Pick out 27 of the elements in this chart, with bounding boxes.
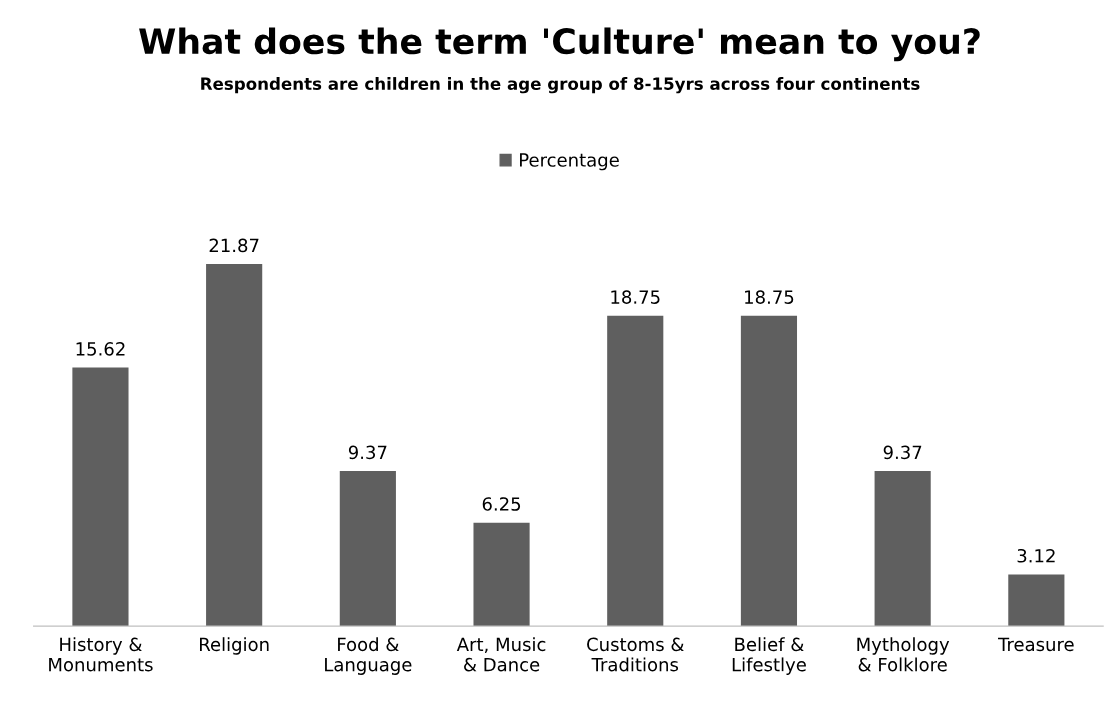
x-tick-label: Treasure xyxy=(998,637,1074,652)
bar xyxy=(206,264,263,627)
data-label: 9.37 xyxy=(883,445,922,460)
bar xyxy=(1008,574,1065,627)
data-label: 21.87 xyxy=(209,238,259,253)
x-tick-label: Mythology & Folklore xyxy=(857,637,950,672)
data-label: 18.75 xyxy=(745,290,794,304)
bar xyxy=(740,315,798,627)
data-label: 18.75 xyxy=(611,290,660,304)
data-label: 6.25 xyxy=(482,497,521,511)
x-tick-label: Religion xyxy=(200,637,269,655)
x-tick-label: History & Monuments xyxy=(49,637,153,672)
x-tick-label: Customs & Traditions xyxy=(587,637,684,672)
chart-title: What does the term 'Culture' mean to you? xyxy=(139,27,980,62)
x-tick-label: Belief & Lifestlye xyxy=(732,637,806,675)
data-label: 15.62 xyxy=(76,342,125,356)
bar xyxy=(874,470,931,627)
bar xyxy=(607,315,664,627)
x-tick-label: Art, Music & Dance xyxy=(456,637,546,672)
bar xyxy=(339,470,396,627)
chart-subtitle: Respondents are children in the age group of 8-15yrs across four continents xyxy=(201,77,920,94)
x-tick-label: Food & Language xyxy=(325,637,412,675)
data-label: 3.12 xyxy=(1017,548,1055,563)
data-label: 9.37 xyxy=(348,445,387,460)
legend-label: Percentage xyxy=(520,153,619,171)
bar xyxy=(72,367,129,627)
bar xyxy=(473,522,530,627)
